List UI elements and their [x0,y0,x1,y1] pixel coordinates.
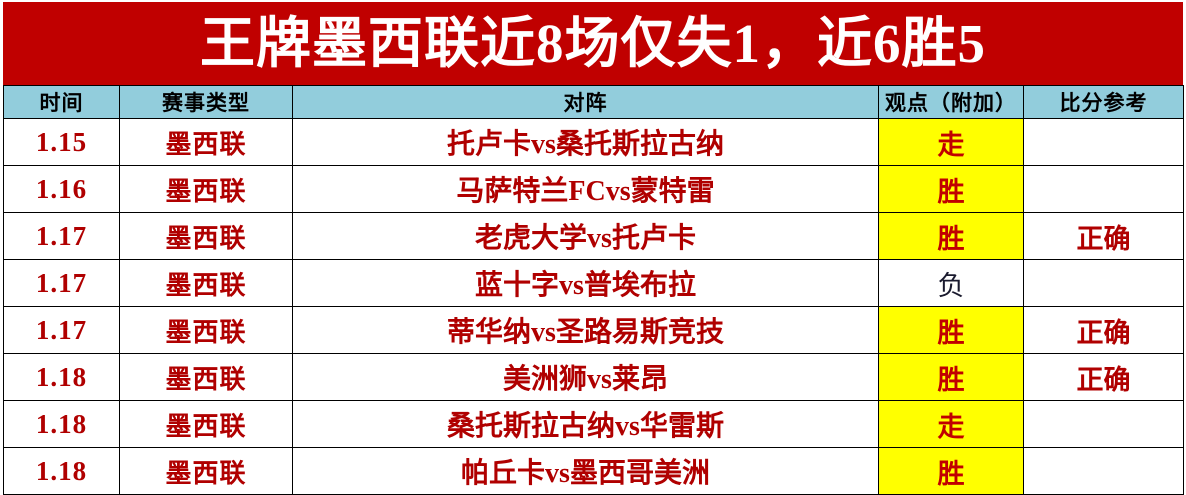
table-row: 1.16 墨西联 马萨特兰FCvs蒙特雷胜 [3,165,1184,213]
page-title: 王牌墨西联近8场仅失1，近6胜5 [199,13,986,74]
cell-score: 正确 [1023,212,1184,260]
cell-league: 墨西联 [119,353,293,401]
cell-score [1023,259,1184,307]
table-row: 1.17 墨西联 老虎大学vs托卢卡胜正确 [3,212,1184,260]
cell-match: 马萨特兰FCvs蒙特雷 [292,165,879,213]
table-row: 1.15 墨西联 托卢卡vs桑托斯拉古纳走 [3,118,1184,166]
cell-league: 墨西联 [119,259,293,307]
table-row: 1.17 墨西联 蒂华纳vs圣路易斯竞技胜正确 [3,306,1184,354]
cell-match: 蓝十字vs普埃布拉 [292,259,879,307]
cell-score [1023,165,1184,213]
title-banner: 王牌墨西联近8场仅失1，近6胜5 [3,2,1183,85]
cell-league: 墨西联 [119,400,293,448]
cell-match: 托卢卡vs桑托斯拉古纳 [292,118,879,166]
column-header-score: 比分参考 [1023,85,1184,119]
table-row: 1.18 墨西联 帕丘卡vs墨西哥美洲胜 [3,447,1184,495]
cell-league: 墨西联 [119,212,293,260]
cell-score [1023,118,1184,166]
cell-score: 正确 [1023,306,1184,354]
cell-view: 走 [878,118,1024,166]
cell-time: 1.18 [3,400,120,448]
column-header-match: 对阵 [292,85,879,119]
table-row: 1.17 墨西联 蓝十字vs普埃布拉负 [3,259,1184,307]
table-header: 时间 赛事类型 对阵 观点（附加） 比分参考 [3,85,1184,119]
cell-time: 1.18 [3,447,120,495]
cell-view: 胜 [878,353,1024,401]
cell-time: 1.17 [3,306,120,354]
cell-time: 1.18 [3,353,120,401]
cell-score [1023,400,1184,448]
table-body: 1.15 墨西联 托卢卡vs桑托斯拉古纳走 1.16 墨西联 马萨特兰FCvs蒙特雷胜 1.… [3,118,1184,495]
cell-league: 墨西联 [119,118,293,166]
cell-match: 老虎大学vs托卢卡 [292,212,879,260]
cell-view: 胜 [878,212,1024,260]
cell-league: 墨西联 [119,447,293,495]
cell-time: 1.16 [3,165,120,213]
cell-view: 胜 [878,447,1024,495]
cell-score: 正确 [1023,353,1184,401]
predictions-table: 时间 赛事类型 对阵 观点（附加） 比分参考 1.15 墨西联 托卢卡vs桑托斯拉古… [3,85,1184,495]
cell-league: 墨西联 [119,165,293,213]
column-header-time: 时间 [3,85,120,119]
cell-time: 1.15 [3,118,120,166]
cell-match: 桑托斯拉古纳vs华雷斯 [292,400,879,448]
table-row: 1.18 墨西联 美洲狮vs莱昂胜正确 [3,353,1184,401]
cell-score [1023,447,1184,495]
header-row: 时间 赛事类型 对阵 观点（附加） 比分参考 [3,85,1184,119]
cell-view: 胜 [878,165,1024,213]
cell-view: 负 [878,259,1024,307]
cell-time: 1.17 [3,259,120,307]
cell-league: 墨西联 [119,306,293,354]
table-row: 1.18 墨西联 桑托斯拉古纳vs华雷斯走 [3,400,1184,448]
cell-time: 1.17 [3,212,120,260]
cell-match: 帕丘卡vs墨西哥美洲 [292,447,879,495]
cell-view: 胜 [878,306,1024,354]
cell-view: 走 [878,400,1024,448]
column-header-league: 赛事类型 [119,85,293,119]
cell-match: 蒂华纳vs圣路易斯竞技 [292,306,879,354]
column-header-view: 观点（附加） [878,85,1024,119]
cell-match: 美洲狮vs莱昂 [292,353,879,401]
